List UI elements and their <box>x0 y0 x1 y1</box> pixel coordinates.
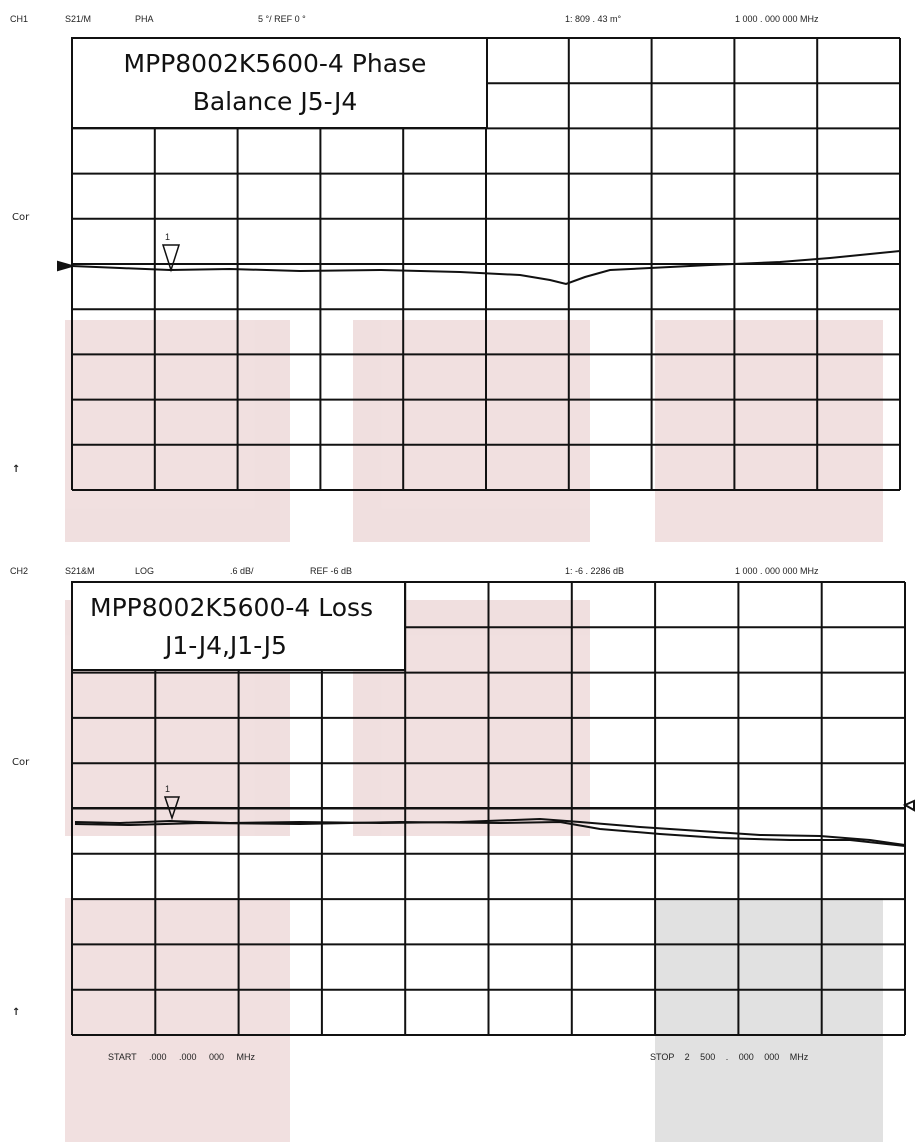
channel: CH2 <box>10 566 28 576</box>
title-box <box>71 37 488 129</box>
reference: REF -6 dB <box>310 566 352 576</box>
side-label: ↑ <box>12 1007 20 1018</box>
title-box <box>71 581 406 671</box>
title: Balance J5-J4 <box>193 87 358 116</box>
shading <box>65 320 883 1142</box>
title: MPP8002K5600-4 Phase <box>124 49 427 78</box>
parameter: S21&M <box>65 566 95 576</box>
marker-label: 1 <box>165 784 170 794</box>
marker-readout: 1: -6 . 2286 dB <box>565 566 624 576</box>
title: J1-J4,J1-J5 <box>163 631 287 660</box>
side-label: ↑ <box>12 464 20 475</box>
format: PHA <box>135 14 154 24</box>
parameter: S21/M <box>65 14 91 24</box>
side-label: Cor <box>12 212 30 223</box>
side-label: Cor <box>12 757 30 768</box>
scale: 5 °/ REF 0 ° <box>258 14 306 24</box>
format: LOG <box>135 566 154 576</box>
scale: .6 dB/ <box>230 566 254 576</box>
title: MPP8002K5600-4 Loss <box>90 593 373 622</box>
stop: STOP 2 500 . 000 000 MHz <box>650 1052 809 1062</box>
start: START .000 .000 000 MHz <box>108 1052 256 1062</box>
marker-frequency: 1 000 . 000 000 MHz <box>735 14 819 24</box>
marker-label: 1 <box>165 232 170 242</box>
texts: CH1 S21/M PHA 5 °/ REF 0 ° 1: 809 . 43 m… <box>10 14 819 1062</box>
marker-readout: 1: 809 . 43 m° <box>565 14 622 24</box>
traces <box>57 244 915 847</box>
channel: CH1 <box>10 14 28 24</box>
marker-frequency: 1 000 . 000 000 MHz <box>735 566 819 576</box>
